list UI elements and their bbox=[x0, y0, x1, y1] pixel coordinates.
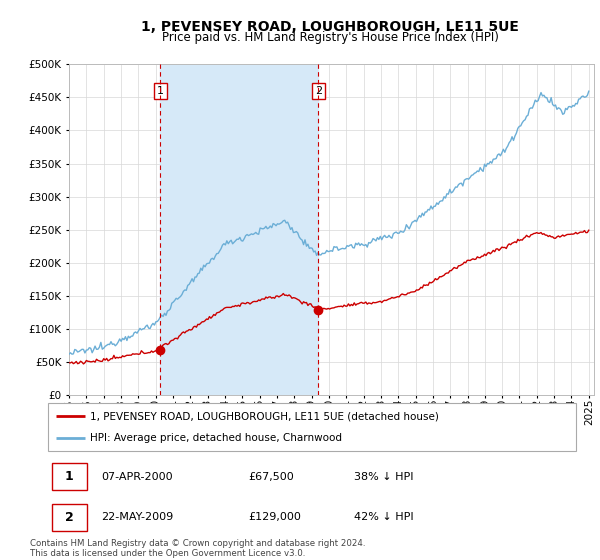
Text: Contains HM Land Registry data © Crown copyright and database right 2024.
This d: Contains HM Land Registry data © Crown c… bbox=[30, 539, 365, 558]
Text: HPI: Average price, detached house, Charnwood: HPI: Average price, detached house, Char… bbox=[90, 433, 342, 443]
Text: £129,000: £129,000 bbox=[248, 512, 302, 522]
FancyBboxPatch shape bbox=[52, 463, 86, 490]
Text: 42% ↓ HPI: 42% ↓ HPI bbox=[354, 512, 414, 522]
Text: Price paid vs. HM Land Registry's House Price Index (HPI): Price paid vs. HM Land Registry's House … bbox=[161, 31, 499, 44]
Text: 2: 2 bbox=[315, 86, 322, 96]
Text: £67,500: £67,500 bbox=[248, 472, 295, 482]
Bar bbox=[160, 64, 319, 395]
Text: 1: 1 bbox=[65, 470, 74, 483]
FancyBboxPatch shape bbox=[52, 504, 86, 531]
Text: 22-MAY-2009: 22-MAY-2009 bbox=[101, 512, 173, 522]
Text: 1: 1 bbox=[157, 86, 164, 96]
Text: 38% ↓ HPI: 38% ↓ HPI bbox=[354, 472, 414, 482]
Text: 1, PEVENSEY ROAD, LOUGHBOROUGH, LE11 5UE (detached house): 1, PEVENSEY ROAD, LOUGHBOROUGH, LE11 5UE… bbox=[90, 411, 439, 421]
Text: 07-APR-2000: 07-APR-2000 bbox=[101, 472, 172, 482]
Text: 1, PEVENSEY ROAD, LOUGHBOROUGH, LE11 5UE: 1, PEVENSEY ROAD, LOUGHBOROUGH, LE11 5UE bbox=[141, 20, 519, 34]
FancyBboxPatch shape bbox=[48, 403, 576, 451]
Text: 2: 2 bbox=[65, 511, 74, 524]
